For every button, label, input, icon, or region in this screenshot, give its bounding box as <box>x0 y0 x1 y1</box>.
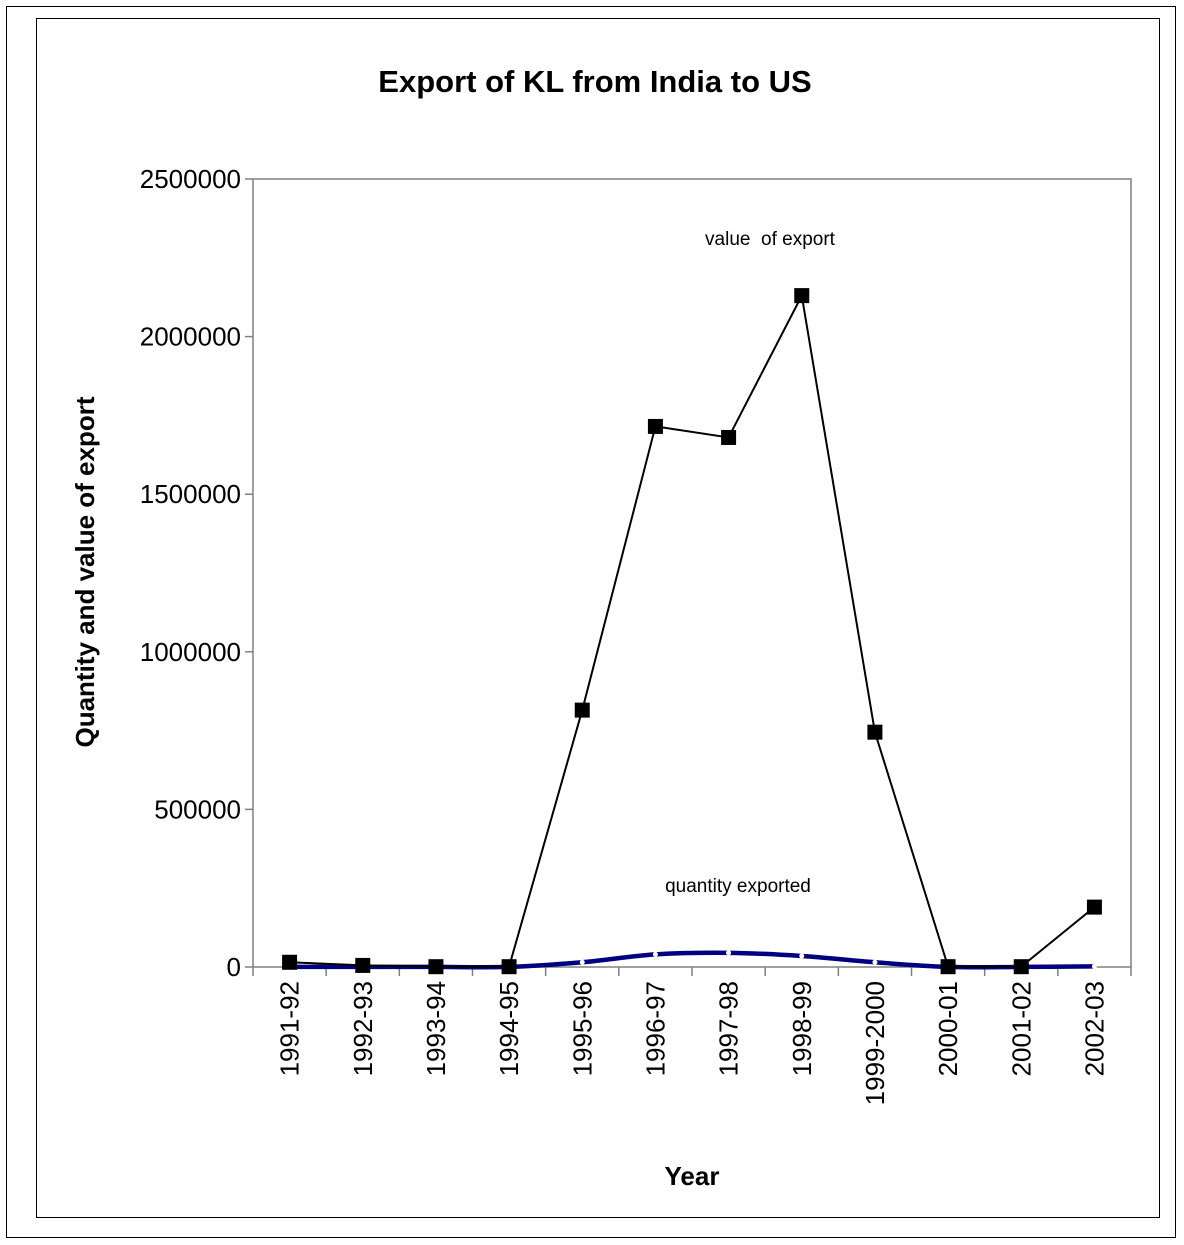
x-tick-label: 2000-01 <box>933 981 963 1076</box>
value-point <box>721 429 737 445</box>
quantity-point <box>652 951 658 957</box>
x-tick-label: 2001-02 <box>1006 981 1036 1076</box>
x-tick-label: 1999-2000 <box>860 981 890 1105</box>
value-series-label: value of export <box>705 229 836 250</box>
y-tick-label: 1500000 <box>140 479 241 509</box>
chart-title: Export of KL from India to US <box>378 64 811 99</box>
y-tick-label: 0 <box>227 952 241 982</box>
quantity-series-line <box>289 950 1095 970</box>
quantity-point <box>799 953 805 959</box>
value-point <box>355 957 371 973</box>
x-tick-label: 1998-99 <box>787 981 817 1076</box>
x-tick-label: 2002-03 <box>1079 981 1109 1076</box>
x-tick-label: 1991-92 <box>275 981 305 1076</box>
x-tick-label: 1997-98 <box>714 981 744 1076</box>
x-axis: 1991-92 1992-93 1993-94 1994-95 1995-96 1996-… <box>252 967 1132 1105</box>
value-point <box>1086 899 1102 915</box>
y-axis: 0 500000 1000000 1500000 2000000 2500000 <box>140 164 253 982</box>
x-tick-label: 1993-94 <box>421 981 451 1076</box>
quantity-point <box>579 959 585 965</box>
value-point <box>940 959 956 975</box>
x-tick-label: 1992-93 <box>348 981 378 1076</box>
x-tick-label: 1996-97 <box>640 981 670 1076</box>
series-layer <box>282 288 1102 975</box>
quantity-series-label: quantity exported <box>665 876 811 897</box>
value-point <box>867 724 883 740</box>
y-tick-label: 1000000 <box>140 637 241 667</box>
x-tick-label: 1995-96 <box>567 981 597 1076</box>
quantity-point <box>1091 963 1097 969</box>
chart-area <box>36 18 1160 1218</box>
quantity-point <box>726 950 732 956</box>
value-series-line <box>289 292 1096 968</box>
x-axis-title: Year <box>665 1161 720 1191</box>
value-point <box>501 959 517 975</box>
y-tick-label: 2000000 <box>140 322 241 352</box>
outer-frame <box>6 6 1176 1238</box>
x-tick-label: 1994-95 <box>494 981 524 1076</box>
value-point <box>794 288 810 304</box>
quantity-point <box>872 959 878 965</box>
value-point <box>574 702 590 718</box>
y-tick-label: 2500000 <box>140 164 241 194</box>
y-axis-title: Quantity and value of export <box>70 396 100 747</box>
value-point <box>1013 959 1029 975</box>
plot-frame <box>252 178 1132 968</box>
value-point <box>428 959 444 975</box>
y-tick-label: 500000 <box>154 794 241 824</box>
value-point <box>282 954 298 970</box>
value-point <box>647 418 663 434</box>
